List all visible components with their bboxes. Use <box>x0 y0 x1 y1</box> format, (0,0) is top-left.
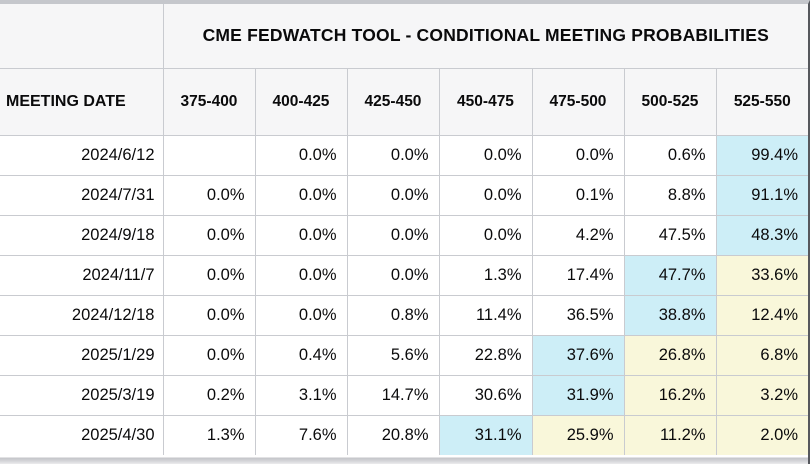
table-row: 2024/12/18 0.0% 0.0% 0.8% 11.4% 36.5% 38.8% 12.… <box>0 294 808 336</box>
probability-cell: 17.4% <box>531 254 625 296</box>
probability-cell: 47.5% <box>623 214 717 256</box>
probability-cell: 30.6% <box>438 374 533 416</box>
probability-cell: 0.0% <box>162 294 256 336</box>
rate-range-header: 500-525 <box>623 67 717 136</box>
probability-cell: 33.6% <box>715 254 808 296</box>
probability-cell: 3.1% <box>254 374 348 416</box>
meeting-date-cell: 2024/12/18 <box>0 294 164 336</box>
probability-cell: 0.0% <box>254 254 348 296</box>
probability-cell: 48.3% <box>715 214 808 256</box>
probability-cell: 0.0% <box>162 254 256 296</box>
probability-cell: 7.6% <box>254 414 348 456</box>
meeting-date-cell: 2025/1/29 <box>0 334 164 376</box>
probability-cell: 0.8% <box>346 294 440 336</box>
probability-cell: 0.0% <box>438 134 533 176</box>
meeting-date-cell: 2025/4/30 <box>0 414 164 456</box>
title-row: CME FEDWATCH TOOL - CONDITIONAL MEETING … <box>0 4 808 69</box>
probability-cell: 0.0% <box>346 254 440 296</box>
probability-cell: 1.3% <box>438 254 533 296</box>
probability-cell: 11.2% <box>623 414 717 456</box>
probability-cell: 0.0% <box>254 294 348 336</box>
probability-cell: 47.7% <box>623 254 717 296</box>
meeting-date-cell: 2024/7/31 <box>0 174 164 216</box>
probability-cell: 0.0% <box>438 214 533 256</box>
table-body: 2024/6/12 0.0% 0.0% 0.0% 0.0% 0.6% 99.4% 2024/7… <box>0 134 808 456</box>
probability-cell: 31.1% <box>438 414 533 456</box>
table-row: 2024/6/12 0.0% 0.0% 0.0% 0.0% 0.6% 99.4% <box>0 134 808 176</box>
probability-cell: 0.0% <box>346 134 440 176</box>
probability-cell: 5.6% <box>346 334 440 376</box>
meeting-date-header: MEETING DATE <box>0 67 164 136</box>
table-row: 2024/9/18 0.0% 0.0% 0.0% 0.0% 4.2% 47.5% 48.3% <box>0 214 808 256</box>
probability-cell: 0.0% <box>254 214 348 256</box>
probability-cell: 14.7% <box>346 374 440 416</box>
probability-cell: 99.4% <box>715 134 808 176</box>
bottom-shadow <box>0 455 808 464</box>
table-row: 2024/7/31 0.0% 0.0% 0.0% 0.0% 0.1% 8.8% 91.1% <box>0 174 808 216</box>
probability-cell: 22.8% <box>438 334 533 376</box>
probability-cell: 12.4% <box>715 294 808 336</box>
header-row: MEETING DATE 375-400 400-425 425-450 450-47… <box>0 67 808 136</box>
probability-cell: 1.3% <box>162 414 256 456</box>
meeting-date-cell: 2025/3/19 <box>0 374 164 416</box>
table-row: 2024/11/7 0.0% 0.0% 0.0% 1.3% 17.4% 47.7% 33.6% <box>0 254 808 296</box>
probability-cell: 0.2% <box>162 374 256 416</box>
probability-cell: 16.2% <box>623 374 717 416</box>
rate-range-header: 475-500 <box>531 67 625 136</box>
probability-cell: 0.0% <box>346 174 440 216</box>
probability-cell: 2.0% <box>715 414 808 456</box>
corner-cell <box>0 4 164 69</box>
probability-cell: 20.8% <box>346 414 440 456</box>
meeting-date-cell: 2024/11/7 <box>0 254 164 296</box>
probability-cell: 0.0% <box>346 214 440 256</box>
probability-cell: 0.0% <box>162 214 256 256</box>
rate-range-header: 375-400 <box>162 67 256 136</box>
probability-cell: 0.0% <box>254 134 348 176</box>
table-row: 2025/1/29 0.0% 0.4% 5.6% 22.8% 37.6% 26.8% 6.8% <box>0 334 808 376</box>
probability-table: CME FEDWATCH TOOL - CONDITIONAL MEETING … <box>0 4 808 456</box>
probability-cell: 0.4% <box>254 334 348 376</box>
probability-cell: 0.0% <box>162 334 256 376</box>
rate-range-header: 400-425 <box>254 67 348 136</box>
probability-cell: 0.6% <box>623 134 717 176</box>
probability-cell: 3.2% <box>715 374 808 416</box>
probability-cell: 0.1% <box>531 174 625 216</box>
probability-cell: 91.1% <box>715 174 808 216</box>
probability-cell: 11.4% <box>438 294 533 336</box>
table-row: 2025/3/19 0.2% 3.1% 14.7% 30.6% 31.9% 16.2% 3.2… <box>0 374 808 416</box>
rate-range-header: 450-475 <box>438 67 533 136</box>
probability-cell: 6.8% <box>715 334 808 376</box>
probability-cell: 0.0% <box>254 174 348 216</box>
probability-cell: 38.8% <box>623 294 717 336</box>
probability-cell: 0.0% <box>438 174 533 216</box>
rate-range-header: 525-550 <box>715 67 808 136</box>
meeting-date-cell: 2024/9/18 <box>0 214 164 256</box>
meeting-date-cell: 2024/6/12 <box>0 134 164 176</box>
table-row: 2025/4/30 1.3% 7.6% 20.8% 31.1% 25.9% 11.2% 2.0… <box>0 414 808 456</box>
table-title: CME FEDWATCH TOOL - CONDITIONAL MEETING … <box>162 4 808 69</box>
rate-range-header: 425-450 <box>346 67 440 136</box>
probability-cell: 26.8% <box>623 334 717 376</box>
probability-cell: 25.9% <box>531 414 625 456</box>
probability-cell: 36.5% <box>531 294 625 336</box>
probability-cell: 31.9% <box>531 374 625 416</box>
probability-cell: 8.8% <box>623 174 717 216</box>
probability-cell: 0.0% <box>162 174 256 216</box>
probability-cell <box>162 134 256 176</box>
probability-cell: 0.0% <box>531 134 625 176</box>
probability-cell: 4.2% <box>531 214 625 256</box>
probability-cell: 37.6% <box>531 334 625 376</box>
